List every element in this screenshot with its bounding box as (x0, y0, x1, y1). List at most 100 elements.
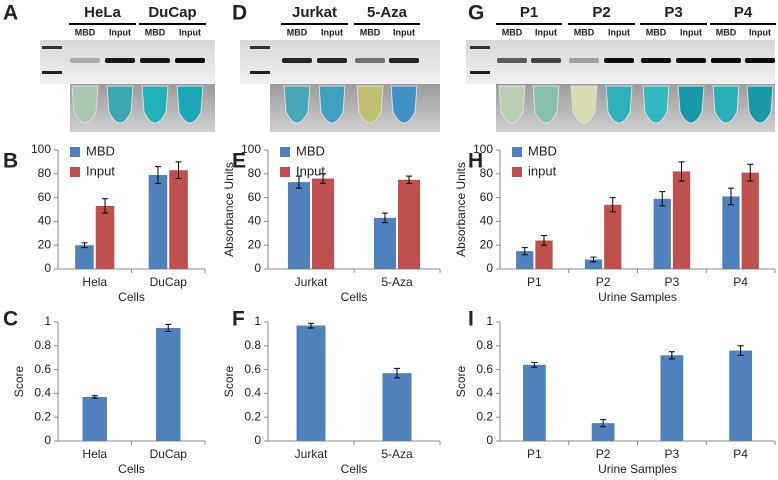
error-bar (678, 161, 685, 182)
lane-label: Input (109, 27, 131, 37)
bar (722, 196, 740, 269)
y-tick-label: 0 (44, 433, 51, 447)
panel-letter: A (3, 2, 18, 25)
y-tick-label: 60 (38, 190, 52, 204)
error-bar (91, 395, 98, 399)
gel-band (531, 58, 561, 63)
gel-band (175, 58, 205, 63)
panel-letter: B (3, 150, 18, 173)
y-tick-label: 100 (241, 142, 261, 156)
bar (148, 174, 168, 269)
error-bar (521, 247, 528, 256)
tube (318, 85, 346, 124)
bar (287, 182, 310, 269)
error-bar (165, 323, 172, 333)
group-label: 5-Aza (367, 4, 408, 21)
bar (741, 172, 759, 269)
bar (382, 373, 412, 441)
bar (604, 204, 622, 269)
x-tick-label: Jurkat (295, 447, 328, 461)
error-bar (600, 419, 607, 428)
bar (169, 170, 188, 269)
y-tick-label: 60 (480, 190, 494, 204)
bar (535, 240, 553, 269)
y-axis-label: Score (454, 366, 468, 398)
gel-band (389, 58, 419, 63)
y-tick-label: 0 (254, 261, 261, 275)
tube (570, 85, 598, 124)
bar (75, 245, 94, 269)
y-tick-label: 0.8 (34, 338, 51, 352)
error-bar (308, 322, 314, 329)
group-label: P1 (520, 4, 538, 21)
tube (498, 85, 526, 124)
y-tick-label: 0.8 (476, 338, 493, 352)
legend-swatch (280, 167, 290, 177)
x-tick-label: DuCap (150, 447, 188, 461)
gel-band (105, 58, 135, 63)
gel-band (317, 58, 347, 63)
y-axis-label: Absorbance Units (454, 162, 468, 257)
x-axis-label: Urine Samples (598, 462, 677, 476)
bar (95, 205, 115, 269)
bar (591, 423, 615, 441)
lane-label: Input (749, 27, 771, 37)
lane-label: MBD (145, 27, 166, 37)
legend-swatch (512, 147, 522, 157)
error-bar (394, 367, 400, 379)
y-tick-label: 20 (480, 237, 494, 251)
y-tick-label: 0 (254, 433, 261, 447)
gel-band (604, 58, 634, 63)
x-tick-label: P3 (665, 275, 680, 289)
legend-label: Input (86, 163, 115, 178)
legend-swatch (280, 147, 290, 157)
x-tick-label: P2 (596, 447, 611, 461)
gel-band (497, 58, 527, 63)
panel-letter: F (232, 308, 245, 331)
bar (653, 198, 671, 269)
tube (532, 85, 560, 124)
x-tick-label: P4 (733, 447, 748, 461)
lane-label: MBD (360, 27, 381, 37)
y-tick-label: 0.6 (244, 362, 261, 376)
bar (729, 350, 752, 441)
x-tick-label: Hela (82, 275, 107, 289)
y-tick-label: 0.4 (476, 386, 493, 400)
error-bar (154, 166, 161, 184)
y-tick-label: 60 (248, 190, 262, 204)
y-tick-label: 40 (248, 214, 262, 228)
x-tick-label: Hela (82, 447, 107, 461)
x-tick-label: P4 (733, 275, 748, 289)
tube (141, 85, 169, 124)
panel-letter: G (468, 2, 484, 25)
error-bar (609, 197, 616, 213)
legend-swatch (70, 147, 80, 157)
group-label: DuCap (148, 4, 196, 21)
x-tick-label: DuCap (150, 275, 188, 289)
x-tick-label: P2 (596, 275, 611, 289)
bar (156, 327, 181, 441)
gel-band (569, 58, 599, 63)
error-bar (320, 173, 327, 184)
y-tick-label: 0.8 (244, 338, 261, 352)
bar (516, 251, 534, 269)
x-axis-label: Cells (341, 462, 368, 476)
y-tick-label: 0.6 (34, 362, 51, 376)
y-tick-label: 0.4 (244, 386, 261, 400)
y-tick-label: 40 (38, 214, 52, 228)
lane-label: Input (608, 27, 630, 37)
gel-band (641, 58, 671, 63)
x-tick-label: P1 (527, 275, 542, 289)
x-tick-label: P1 (527, 447, 542, 461)
lane-label: Input (680, 27, 702, 37)
panel-letter: I (468, 308, 474, 331)
y-tick-label: 80 (38, 166, 52, 180)
tube (390, 85, 418, 124)
error-bar (102, 198, 109, 214)
y-tick-label: 80 (480, 166, 494, 180)
lane-label: MBD (287, 27, 308, 37)
y-axis-label: Score (222, 366, 236, 398)
ladder-band (470, 71, 490, 74)
